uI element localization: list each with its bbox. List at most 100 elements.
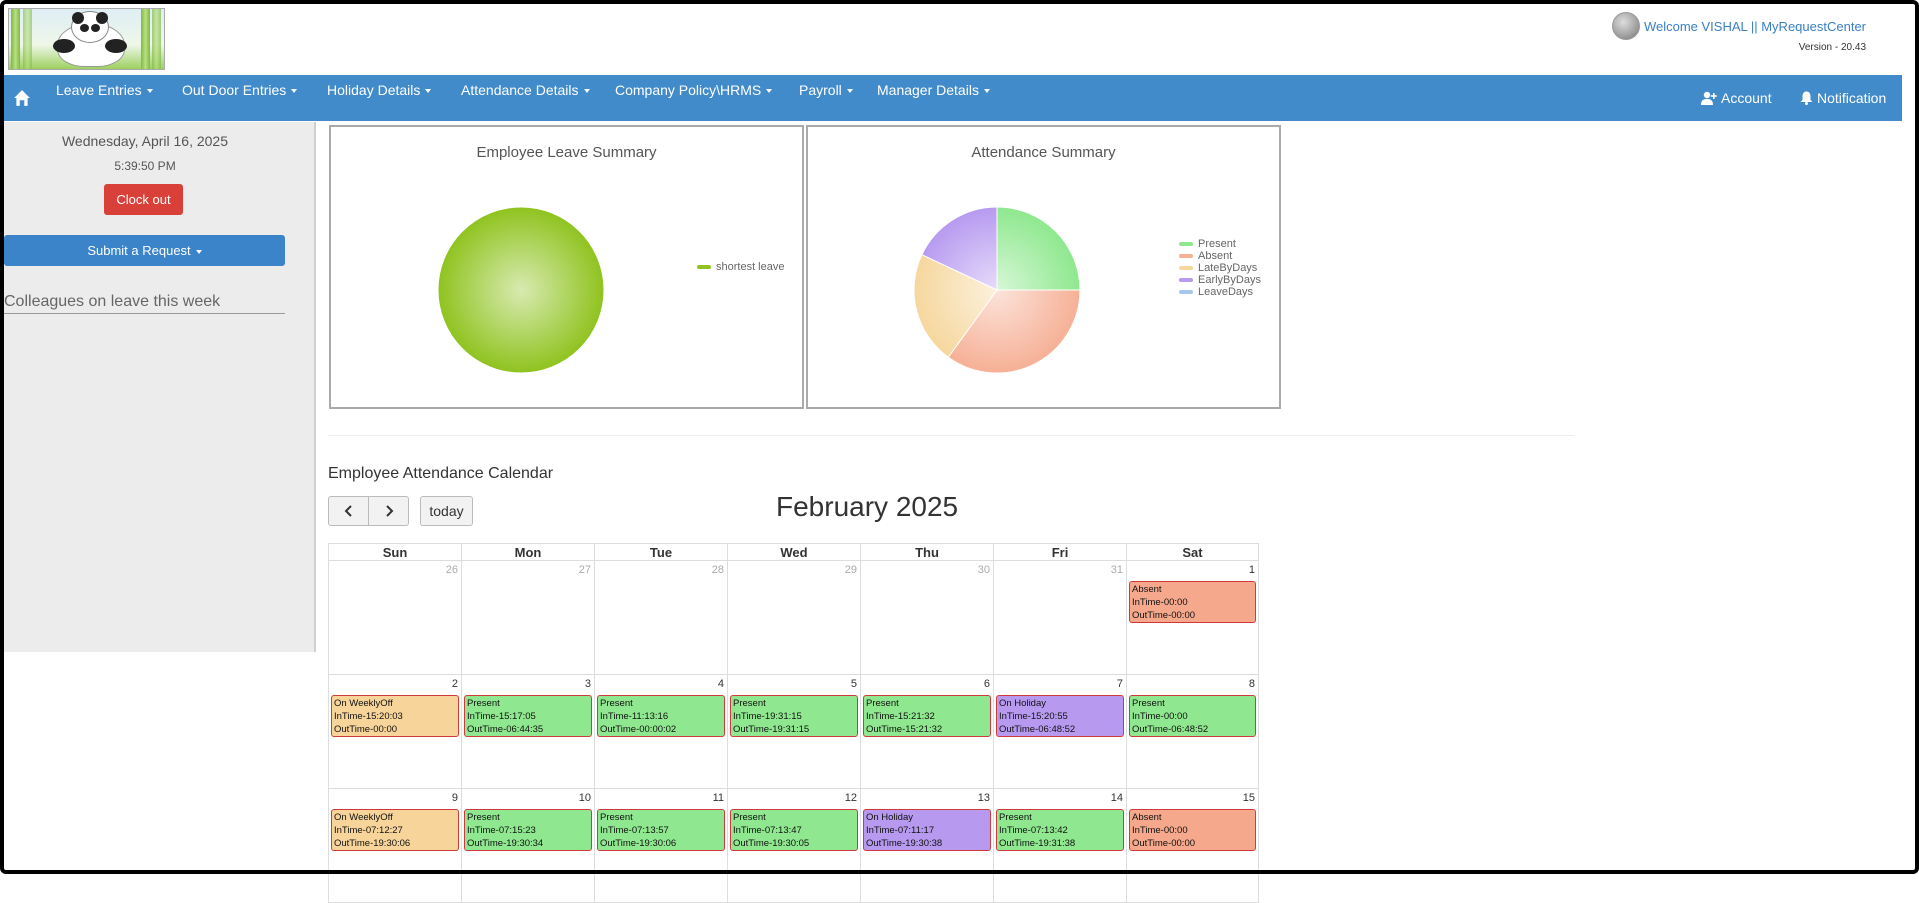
attendance-slice-present[interactable]: [996, 206, 1081, 291]
attendance-event[interactable]: Present InTime-11:13:16 OutTime-00:00:02: [597, 695, 725, 737]
day-number: 6: [983, 678, 990, 690]
submit-request-button[interactable]: Submit a Request: [4, 235, 285, 266]
attendance-legend-item[interactable]: Present: [1179, 238, 1261, 250]
attendance-event[interactable]: Present InTime-19:31:15 OutTime-19:31:15: [730, 695, 858, 737]
event-in-time: InTime-15:21:32: [866, 711, 935, 722]
nav-holiday-details[interactable]: Holiday Details: [327, 75, 432, 121]
welcome-link[interactable]: Welcome VISHAL || MyRequestCenter: [1611, 12, 1866, 40]
weekday-wed: Wed: [727, 543, 860, 561]
notification-menu[interactable]: Notification: [1800, 75, 1886, 121]
company-logo[interactable]: [8, 8, 165, 70]
leave-slice-shortest leave[interactable]: [437, 206, 605, 374]
calendar-day[interactable]: 31: [993, 561, 1126, 675]
leave-summary-pie: [437, 206, 605, 374]
legend-label: shortest leave: [716, 261, 785, 273]
calendar-day[interactable]: 1 Absent InTime-00:00 OutTime-00:00: [1126, 561, 1259, 675]
attendance-summary-legend: Present Absent LateByDays EarlyByDays LeaveD…: [1179, 238, 1261, 298]
event-in-time: InTime-07:13:47: [733, 825, 802, 836]
calendar-day[interactable]: 5 Present InTime-19:31:15 OutTime-19:31:15: [727, 675, 860, 789]
calendar-day[interactable]: 27: [461, 561, 594, 675]
event-in-time: InTime-07:11:17: [866, 825, 935, 836]
calendar-day[interactable]: 29: [727, 561, 860, 675]
event-out-time: OutTime-06:48:52: [999, 724, 1076, 735]
calendar-day[interactable]: 8 Present InTime-00:00 OutTime-06:48:52: [1126, 675, 1259, 789]
day-number: 1: [1248, 564, 1255, 576]
user-plus-icon: [1701, 91, 1717, 105]
calendar-day[interactable]: 26: [328, 561, 461, 675]
leave-summary-title: Employee Leave Summary: [476, 144, 657, 161]
divider: [328, 435, 1574, 436]
account-menu[interactable]: Account: [1701, 75, 1772, 121]
event-status: Present: [733, 812, 766, 823]
attendance-event[interactable]: Present InTime-07:13:42 OutTime-19:31:38: [996, 809, 1124, 851]
calendar-day[interactable]: 2 On WeeklyOff InTime-15:20:03 OutTime-00:0…: [328, 675, 461, 789]
welcome-text[interactable]: Welcome VISHAL || MyRequestCenter: [1643, 18, 1866, 34]
attendance-legend-item[interactable]: LateByDays: [1179, 262, 1261, 274]
calendar-day[interactable]: 14 Present InTime-07:13:42 OutTime-19:31:38: [993, 789, 1126, 903]
nav-company-policy[interactable]: Company Policy\HRMS: [615, 75, 773, 121]
nav-payroll[interactable]: Payroll: [799, 75, 853, 121]
calendar-day[interactable]: 30: [860, 561, 993, 675]
event-status: Present: [733, 698, 766, 709]
attendance-event[interactable]: Present InTime-07:13:57 OutTime-19:30:06: [597, 809, 725, 851]
nav-manager-details[interactable]: Manager Details: [877, 75, 990, 121]
nav-leave-entries[interactable]: Leave Entries: [56, 75, 153, 121]
leave-legend-item[interactable]: shortest leave: [697, 261, 784, 273]
calendar-day[interactable]: 10 Present InTime-07:15:23 OutTime-19:30:34: [461, 789, 594, 903]
attendance-event[interactable]: Present InTime-15:21:32 OutTime-15:21:32: [863, 695, 991, 737]
weekday-tue: Tue: [594, 543, 727, 561]
next-month-button[interactable]: [368, 496, 409, 526]
calendar-day[interactable]: 11 Present InTime-07:13:57 OutTime-19:30:06: [594, 789, 727, 903]
event-status: Present: [600, 812, 633, 823]
attendance-event[interactable]: Present InTime-07:15:23 OutTime-19:30:34: [464, 809, 592, 851]
calendar-day[interactable]: 9 On WeeklyOff InTime-07:12:27 OutTime-19:3…: [328, 789, 461, 903]
attendance-event[interactable]: On Holiday InTime-07:11:17 OutTime-19:30:3…: [863, 809, 991, 851]
attendance-legend-item[interactable]: EarlyByDays: [1179, 274, 1261, 286]
attendance-slice-absent[interactable]: [947, 289, 1081, 374]
calendar-month-title: February 2025: [776, 491, 959, 522]
notification-label[interactable]: Notification: [1817, 90, 1887, 106]
event-in-time: InTime-11:13:16: [600, 711, 669, 722]
legend-swatch: [1179, 290, 1193, 294]
calendar-day[interactable]: 28: [594, 561, 727, 675]
event-out-time: OutTime-00:00: [1132, 838, 1196, 849]
event-in-time: InTime-15:20:03: [334, 711, 403, 722]
attendance-legend-item[interactable]: LeaveDays: [1179, 286, 1261, 298]
calendar-day[interactable]: 12 Present InTime-07:13:47 OutTime-19:30:05: [727, 789, 860, 903]
nav-out-door-entries[interactable]: Out Door Entries: [182, 75, 298, 121]
prev-month-button[interactable]: [328, 496, 369, 526]
home-icon[interactable]: [13, 89, 31, 107]
attendance-event[interactable]: Present InTime-15:17:05 OutTime-06:44:35: [464, 695, 592, 737]
calendar-day[interactable]: 13 On Holiday InTime-07:11:17 OutTime-19:30…: [860, 789, 993, 903]
clock-out-button[interactable]: Clock out: [104, 184, 183, 215]
calendar-day[interactable]: 15 Absent InTime-00:00 OutTime-00:00: [1126, 789, 1259, 903]
account-label[interactable]: Account: [1721, 90, 1772, 106]
nav-attendance-details[interactable]: Attendance Details: [461, 75, 590, 121]
day-number: 10: [578, 792, 591, 804]
attendance-event[interactable]: Present InTime-07:13:47 OutTime-19:30:05: [730, 809, 858, 851]
chevron-left-icon: [344, 505, 352, 517]
avatar: [1611, 12, 1640, 40]
attendance-legend-item[interactable]: Absent: [1179, 250, 1261, 262]
weekday-fri: Fri: [993, 543, 1126, 561]
event-out-time: OutTime-19:30:34: [467, 838, 544, 849]
calendar-day[interactable]: 7 On Holiday InTime-15:20:55 OutTime-06:48:…: [993, 675, 1126, 789]
weekday-sat: Sat: [1126, 543, 1259, 561]
attendance-event[interactable]: On WeeklyOff InTime-15:20:03 OutTime-00:00: [331, 695, 459, 737]
calendar-day[interactable]: 3 Present InTime-15:17:05 OutTime-06:44:35: [461, 675, 594, 789]
attendance-event[interactable]: On Holiday InTime-15:20:55 OutTime-06:48:5…: [996, 695, 1124, 737]
event-status: Present: [467, 812, 500, 823]
attendance-event[interactable]: Absent InTime-00:00 OutTime-00:00: [1129, 581, 1256, 623]
attendance-event[interactable]: On WeeklyOff InTime-07:12:27 OutTime-19:30…: [331, 809, 459, 851]
weekday-header: Sun Mon Tue Wed Thu Fri Sat: [328, 543, 1261, 561]
attendance-event[interactable]: Present InTime-00:00 OutTime-06:48:52: [1129, 695, 1256, 737]
calendar-day[interactable]: 6 Present InTime-15:21:32 OutTime-15:21:32: [860, 675, 993, 789]
calendar-day[interactable]: 4 Present InTime-11:13:16 OutTime-00:00:02: [594, 675, 727, 789]
leave-summary-panel: Employee Leave Summary shortest leave: [329, 125, 804, 409]
attendance-summary-panel: Attendance Summary Present Absent LateByDa…: [806, 125, 1281, 409]
today-button[interactable]: today: [420, 496, 473, 526]
attendance-slice-earlybydays[interactable]: [921, 206, 998, 291]
day-number: 11: [712, 792, 724, 804]
attendance-event[interactable]: Absent InTime-00:00 OutTime-00:00: [1129, 809, 1256, 851]
day-number: 13: [977, 792, 990, 804]
